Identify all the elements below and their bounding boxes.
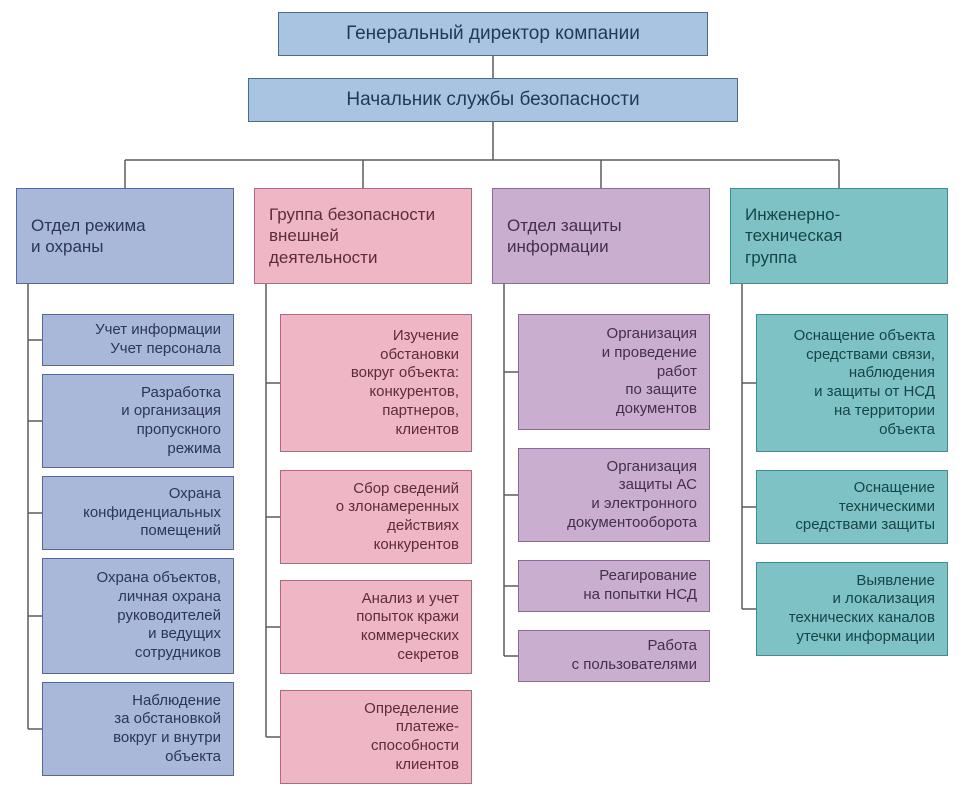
sub-d4-2-label: Выявление и локализация технических кана…	[789, 572, 935, 647]
org-chart-root: Генеральный директор компании Начальник с…	[0, 0, 972, 806]
sub-d3-0-label: Организация и проведение работ по защите…	[602, 325, 697, 419]
dept-d4-label: Инженерно- техническая группа	[745, 204, 842, 268]
dept-d2: Группа безопасности внешней деятельности	[254, 188, 472, 284]
dept-d1-label: Отдел режима и охраны	[31, 215, 146, 258]
sub-d1-1: Разработка и организация пропускного реж…	[42, 374, 234, 468]
sub-d3-2: Реагирование на попытки НСД	[518, 560, 710, 612]
sub-d1-0: Учет информации Учет персонала	[42, 314, 234, 366]
sub-d2-1: Сбор сведений о злонамеренных действиях …	[280, 470, 472, 564]
sub-d1-3: Охрана объектов, личная охрана руководит…	[42, 558, 234, 674]
sub-d3-2-label: Реагирование на попытки НСД	[583, 567, 697, 605]
sub-d3-3: Работа с пользователями	[518, 630, 710, 682]
sub-d2-2-label: Анализ и учет попыток кражи коммерческих…	[356, 590, 459, 665]
chief-box: Начальник службы безопасности	[248, 78, 738, 122]
sub-d1-2-label: Охрана конфиденциальных помещений	[83, 485, 221, 541]
sub-d1-0-label: Учет информации Учет персонала	[95, 321, 221, 359]
sub-d4-2: Выявление и локализация технических кана…	[756, 562, 948, 656]
dept-d2-label: Группа безопасности внешней деятельности	[269, 204, 435, 268]
sub-d3-3-label: Работа с пользователями	[572, 637, 697, 675]
sub-d2-0-label: Изучение обстановки вокруг объекта: конк…	[351, 327, 459, 440]
sub-d1-4: Наблюдение за обстановкой вокруг и внутр…	[42, 682, 234, 776]
sub-d1-4-label: Наблюдение за обстановкой вокруг и внутр…	[113, 692, 221, 767]
dept-d3-label: Отдел защиты информации	[507, 215, 622, 258]
sub-d4-0: Оснащение объекта средствами связи, набл…	[756, 314, 948, 452]
dept-d4: Инженерно- техническая группа	[730, 188, 948, 284]
sub-d4-1-label: Оснащение техническими средствами защиты	[795, 479, 935, 535]
dept-d1: Отдел режима и охраны	[16, 188, 234, 284]
sub-d4-1: Оснащение техническими средствами защиты	[756, 470, 948, 544]
sub-d3-0: Организация и проведение работ по защите…	[518, 314, 710, 430]
sub-d3-1: Организация защиты АС и электронного док…	[518, 448, 710, 542]
sub-d1-1-label: Разработка и организация пропускного реж…	[121, 384, 221, 459]
sub-d2-1-label: Сбор сведений о злонамеренных действиях …	[336, 480, 459, 555]
director-box: Генеральный директор компании	[278, 12, 708, 56]
sub-d3-1-label: Организация защиты АС и электронного док…	[567, 458, 697, 533]
dept-d3: Отдел защиты информации	[492, 188, 710, 284]
sub-d2-3-label: Определение платеже- способности клиенто…	[364, 700, 459, 775]
sub-d1-2: Охрана конфиденциальных помещений	[42, 476, 234, 550]
sub-d2-0: Изучение обстановки вокруг объекта: конк…	[280, 314, 472, 452]
chief-box-label: Начальник службы безопасности	[346, 88, 639, 112]
sub-d2-2: Анализ и учет попыток кражи коммерческих…	[280, 580, 472, 674]
sub-d2-3: Определение платеже- способности клиенто…	[280, 690, 472, 784]
sub-d4-0-label: Оснащение объекта средствами связи, набл…	[794, 327, 935, 440]
director-box-label: Генеральный директор компании	[346, 22, 640, 46]
sub-d1-3-label: Охрана объектов, личная охрана руководит…	[96, 569, 221, 663]
